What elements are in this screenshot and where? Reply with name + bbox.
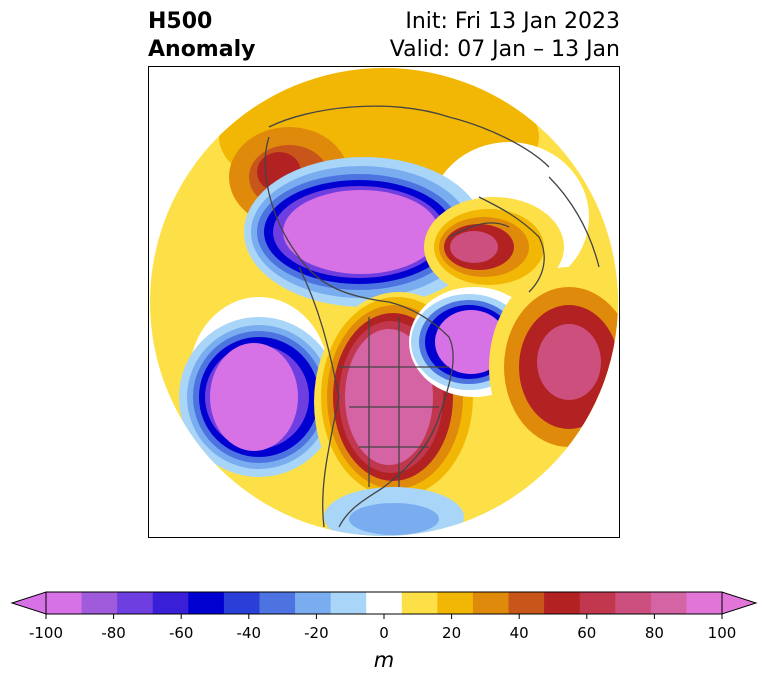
colorbar-segment (544, 592, 581, 614)
colorbar-segment (117, 592, 154, 614)
anomaly-map (148, 66, 620, 538)
colorbar-segment (259, 592, 296, 614)
colorbar-segment (366, 592, 403, 614)
colorbar-segment (472, 592, 510, 614)
colorbar-graphic: -100 -80 -60 -40 -20 0 20 40 60 80 100 m (10, 591, 758, 672)
colorbar: -100 -80 -60 -40 -20 0 20 40 60 80 100 m (0, 580, 768, 680)
colorbar-extend-min (10, 591, 47, 615)
positive-anomaly-scandinavia (424, 197, 564, 297)
colorbar-segment (401, 592, 438, 614)
colorbar-segment (81, 592, 118, 614)
colorbar-segment (579, 592, 616, 614)
colorbar-segment (508, 592, 545, 614)
colorbar-tick-label: -40 (237, 624, 262, 642)
map-run-info: Init: Fri 13 Jan 2023 Valid: 07 Jan – 13… (390, 8, 620, 64)
colorbar-tick-label: -100 (29, 624, 63, 642)
colorbar-tick-label: -60 (169, 624, 194, 642)
negative-anomaly-pacific (179, 317, 339, 477)
coastlines (264, 105, 600, 528)
colorbar-segment (295, 592, 332, 614)
colorbar-extend-max (721, 591, 758, 615)
colorbar-segment (152, 592, 189, 614)
colorbar-segment (437, 592, 474, 614)
negative-anomaly-canada (244, 157, 484, 307)
colorbar-segment (650, 592, 687, 614)
colorbar-tick-label: 80 (645, 624, 664, 642)
colorbar-tick-label: 60 (577, 624, 596, 642)
colorbar-unit-label: m (374, 648, 394, 672)
colorbar-segment (686, 592, 723, 614)
colorbar-segment (330, 592, 367, 614)
colorbar-tick-label: 20 (442, 624, 461, 642)
colorbar-tick-label: -20 (304, 624, 329, 642)
colorbar-segment (223, 592, 260, 614)
colorbar-segment (188, 592, 225, 614)
colorbar-segment (46, 592, 83, 614)
colorbar-tick-label: 40 (510, 624, 529, 642)
init-time: Init: Fri 13 Jan 2023 (405, 9, 620, 34)
colorbar-segment (615, 592, 652, 614)
title-field: Anomaly (148, 37, 256, 62)
colorbar-tick-label: 0 (379, 624, 389, 642)
colorbar-tick-label: 100 (708, 624, 737, 642)
anomaly-field (150, 68, 618, 536)
map-title: H500 Anomaly (148, 8, 255, 64)
colorbar-tick-label: -80 (101, 624, 126, 642)
title-variable: H500 (148, 9, 213, 34)
valid-range: Valid: 07 Jan – 13 Jan (389, 37, 620, 62)
